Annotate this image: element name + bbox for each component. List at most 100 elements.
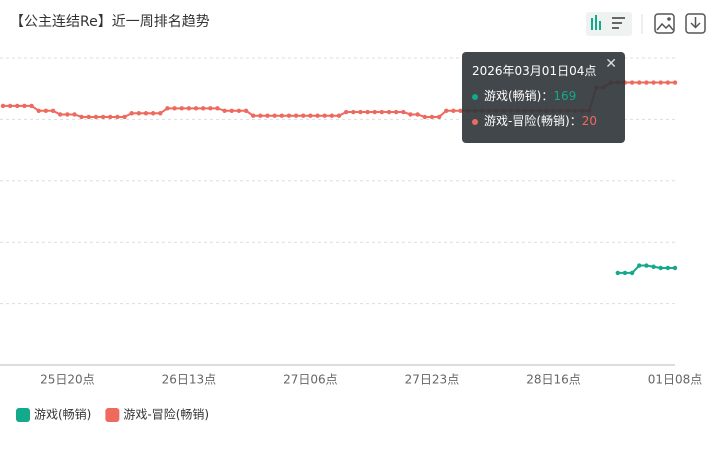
data-point (301, 113, 306, 118)
data-point (65, 112, 70, 117)
data-point (672, 80, 678, 85)
data-point (208, 106, 213, 111)
data-point (658, 265, 663, 271)
data-point (108, 114, 113, 120)
data-point (193, 106, 199, 111)
data-point (415, 112, 420, 117)
data-point (286, 113, 292, 118)
data-point (351, 109, 356, 115)
tooltip-dot (472, 118, 478, 125)
data-point (322, 113, 327, 118)
data-point (358, 109, 363, 115)
data-point (50, 108, 56, 114)
data-point (436, 114, 442, 120)
data-point (265, 113, 270, 118)
data-point (236, 108, 242, 114)
data-point (637, 263, 642, 268)
data-point (644, 80, 649, 85)
icon (690, 17, 701, 29)
icon (612, 22, 622, 24)
data-point (186, 106, 192, 111)
data-point (401, 109, 406, 115)
data-point (615, 270, 621, 276)
data-point (644, 263, 649, 268)
icon (656, 22, 674, 31)
data-point (315, 113, 320, 118)
data-point (293, 113, 299, 118)
data-point (129, 111, 134, 116)
data-point (343, 109, 349, 115)
tooltip-dot (472, 93, 478, 100)
data-point (86, 114, 91, 120)
data-point (658, 80, 663, 85)
icon (612, 17, 625, 19)
tooltip-row: 游戏(畅销)：169 (472, 87, 615, 104)
data-point (672, 265, 678, 271)
data-point (243, 108, 249, 114)
legend-swatch (16, 408, 30, 422)
data-point (429, 114, 435, 120)
image-button[interactable] (654, 13, 675, 34)
data-point (279, 113, 285, 118)
data-point (215, 106, 220, 111)
data-point (36, 108, 41, 114)
x-tick-label: 25日20点 (40, 373, 95, 387)
data-point (0, 103, 6, 109)
data-point (444, 108, 449, 114)
data-point (200, 106, 206, 111)
data-point (122, 114, 127, 120)
legend-label: 游戏(畅销) (34, 408, 91, 422)
data-point (43, 108, 49, 114)
data-point (158, 111, 163, 116)
data-point (165, 106, 170, 111)
data-point (365, 109, 370, 115)
data-point (637, 80, 642, 85)
tooltip-separator: ： (569, 114, 582, 128)
x-tick-label: 28日16点 (526, 373, 581, 387)
tooltip: 2026年03月01日04点 ✕ 游戏(畅销)：169 游戏-冒险(畅销)：20 (462, 52, 625, 143)
icon (612, 27, 619, 29)
x-tick-label: 26日13点 (162, 373, 217, 387)
data-point (229, 108, 234, 114)
data-point (258, 113, 263, 118)
data-point (665, 265, 671, 271)
tooltip-value: 169 (553, 89, 577, 103)
tooltip-value: 20 (581, 114, 597, 128)
tooltip-close[interactable]: ✕ (605, 56, 617, 72)
data-point (451, 108, 456, 114)
x-tick-label: 27日06点 (283, 373, 338, 387)
data-point (150, 111, 156, 116)
data-point (100, 114, 106, 120)
legend-label: 游戏-冒险(畅销) (123, 407, 209, 422)
toolbar[interactable] (586, 12, 706, 36)
tooltip-series-name: 游戏(畅销) (484, 89, 542, 103)
data-point (222, 108, 227, 114)
data-point (379, 109, 385, 115)
data-point (372, 109, 377, 115)
data-point (272, 113, 277, 118)
data-point (651, 264, 656, 269)
data-point (651, 80, 656, 85)
data-point (22, 103, 27, 109)
data-point (79, 114, 84, 120)
download-button[interactable] (685, 13, 706, 34)
data-point (329, 113, 335, 118)
icon (599, 21, 601, 30)
data-point (665, 80, 671, 85)
data-point (7, 103, 13, 109)
data-point (393, 109, 399, 115)
chart-title: 【公主连结Re】近一周排名趋势 (10, 14, 210, 30)
x-tick-label: 01日08点 (648, 373, 703, 387)
icon (667, 17, 671, 21)
data-point (336, 113, 342, 118)
data-point (72, 112, 77, 117)
data-point (622, 270, 628, 276)
data-point (115, 114, 120, 120)
data-point (251, 113, 256, 118)
tooltip-title: 2026年03月01日04点 (472, 64, 597, 78)
icon (591, 18, 593, 30)
legend-swatch (105, 408, 120, 422)
tooltip-row: 游戏-冒险(畅销)：20 (472, 112, 615, 129)
x-tick-label: 27日23点 (405, 373, 460, 387)
